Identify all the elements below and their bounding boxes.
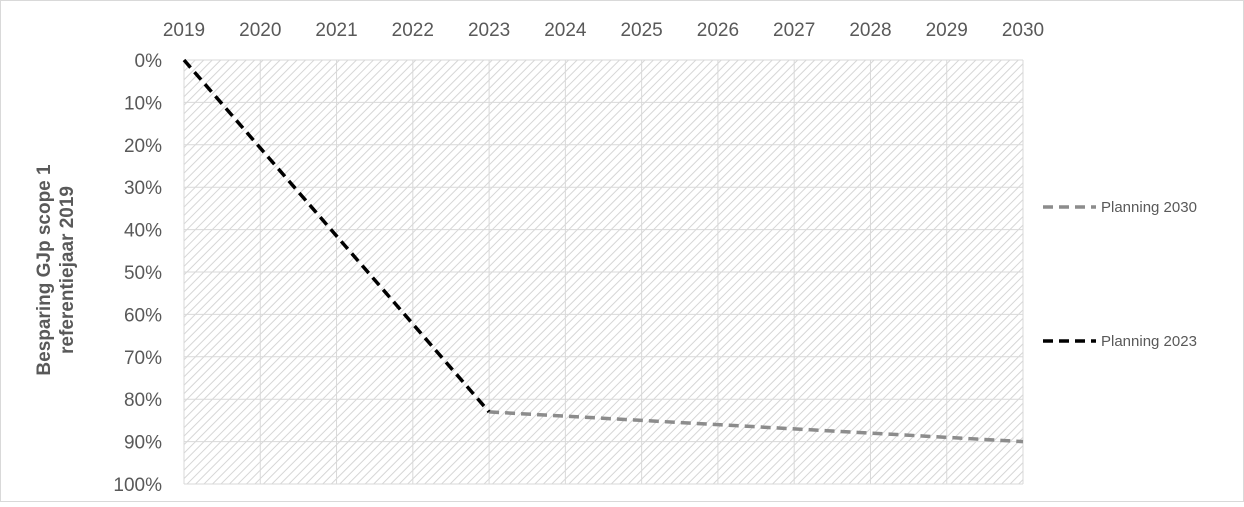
y-tick-label: 80% bbox=[124, 390, 162, 411]
y-axis-title-line-2: referentiejaar 2019 bbox=[57, 186, 78, 354]
x-tick-label: 2026 bbox=[697, 20, 739, 41]
series-line-2 bbox=[182, 58, 491, 414]
y-axis-ticks: 0% 10% 20% 30% 40% 50% 60% 70% 80% 90% 100% bbox=[113, 51, 162, 496]
y-tick-label: 90% bbox=[124, 433, 162, 454]
x-tick-label: 2023 bbox=[468, 20, 510, 41]
x-tick-label: 2020 bbox=[239, 20, 281, 41]
legend: Planning 2030 Planning 2023 bbox=[1043, 199, 1197, 350]
x-tick-label: 2024 bbox=[544, 20, 587, 41]
y-tick-label: 50% bbox=[124, 263, 162, 284]
y-tick-label: 30% bbox=[124, 178, 162, 199]
x-tick-label: 2021 bbox=[315, 20, 357, 41]
x-tick-label: 2019 bbox=[163, 20, 205, 41]
y-tick-label: 20% bbox=[124, 136, 162, 157]
gridlines bbox=[183, 59, 1024, 485]
x-tick-label: 2022 bbox=[392, 20, 434, 41]
x-tick-label: 2028 bbox=[849, 20, 891, 41]
legend-label: Planning 2023 bbox=[1101, 333, 1197, 350]
legend-label: Planning 2030 bbox=[1101, 199, 1197, 216]
y-tick-label: 60% bbox=[124, 305, 162, 326]
series-line-1 bbox=[488, 410, 1024, 444]
y-tick-label: 40% bbox=[124, 221, 162, 242]
x-tick-label: 2030 bbox=[1002, 20, 1044, 41]
y-axis-title-line-1: Besparing GJp scope 1 bbox=[34, 164, 55, 376]
x-axis-ticks: 2019 2020 2021 2022 2023 2024 2025 2026 2027 2028… bbox=[163, 20, 1044, 41]
series-lines bbox=[182, 58, 1024, 444]
y-tick-label: 0% bbox=[135, 51, 163, 72]
x-tick-label: 2027 bbox=[773, 20, 815, 41]
x-tick-label: 2025 bbox=[620, 20, 662, 41]
y-tick-label: 10% bbox=[124, 93, 162, 114]
y-tick-label: 70% bbox=[124, 348, 162, 369]
x-tick-label: 2029 bbox=[926, 20, 968, 41]
y-tick-label: 100% bbox=[113, 475, 162, 496]
